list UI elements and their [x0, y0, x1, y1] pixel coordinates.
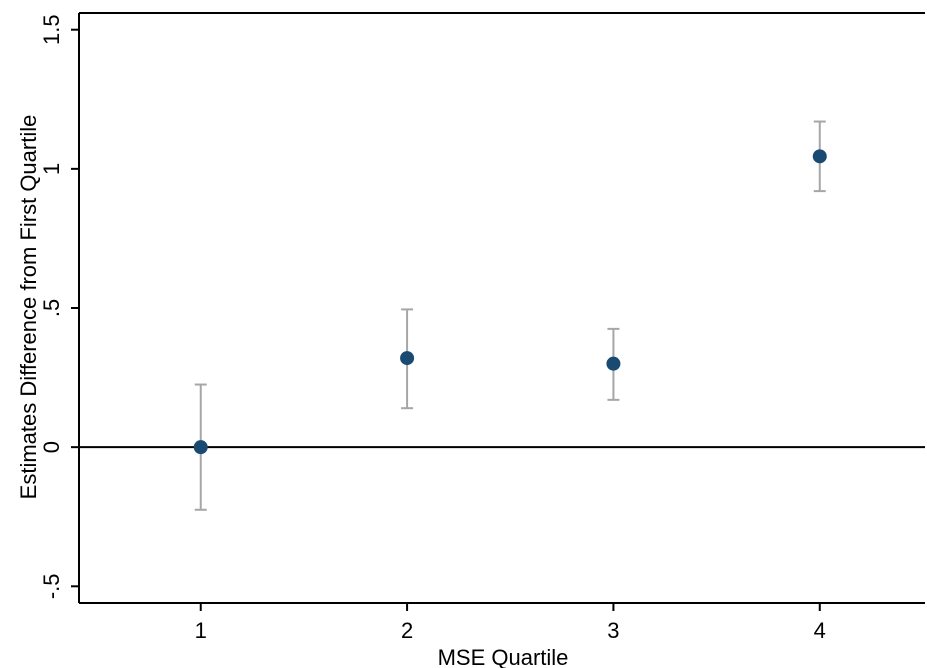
data-point — [812, 149, 827, 164]
plot-frame — [78, 12, 925, 604]
x-axis-label: MSE Quartile — [438, 645, 569, 668]
y-axis-label: Estimates Difference from First Quartile — [16, 115, 41, 500]
data-points — [193, 149, 827, 455]
x-tick-label: 1 — [195, 618, 207, 643]
data-point — [606, 356, 621, 371]
error-bars — [194, 120, 826, 511]
y-axis-ticks: -.5 0 .5 1 1.5 — [39, 14, 79, 599]
y-tick-label: 0 — [39, 441, 64, 453]
y-tick-label: 1 — [39, 163, 64, 175]
x-tick-label: 4 — [814, 618, 826, 643]
y-tick-label: 1.5 — [39, 14, 64, 45]
y-tick-label: -.5 — [39, 573, 64, 599]
x-tick-label: 2 — [401, 618, 413, 643]
data-point — [400, 351, 415, 366]
x-axis-ticks: 1 2 3 4 — [195, 603, 826, 643]
data-point — [193, 440, 208, 455]
x-tick-label: 3 — [607, 618, 619, 643]
y-tick-label: .5 — [39, 299, 64, 317]
